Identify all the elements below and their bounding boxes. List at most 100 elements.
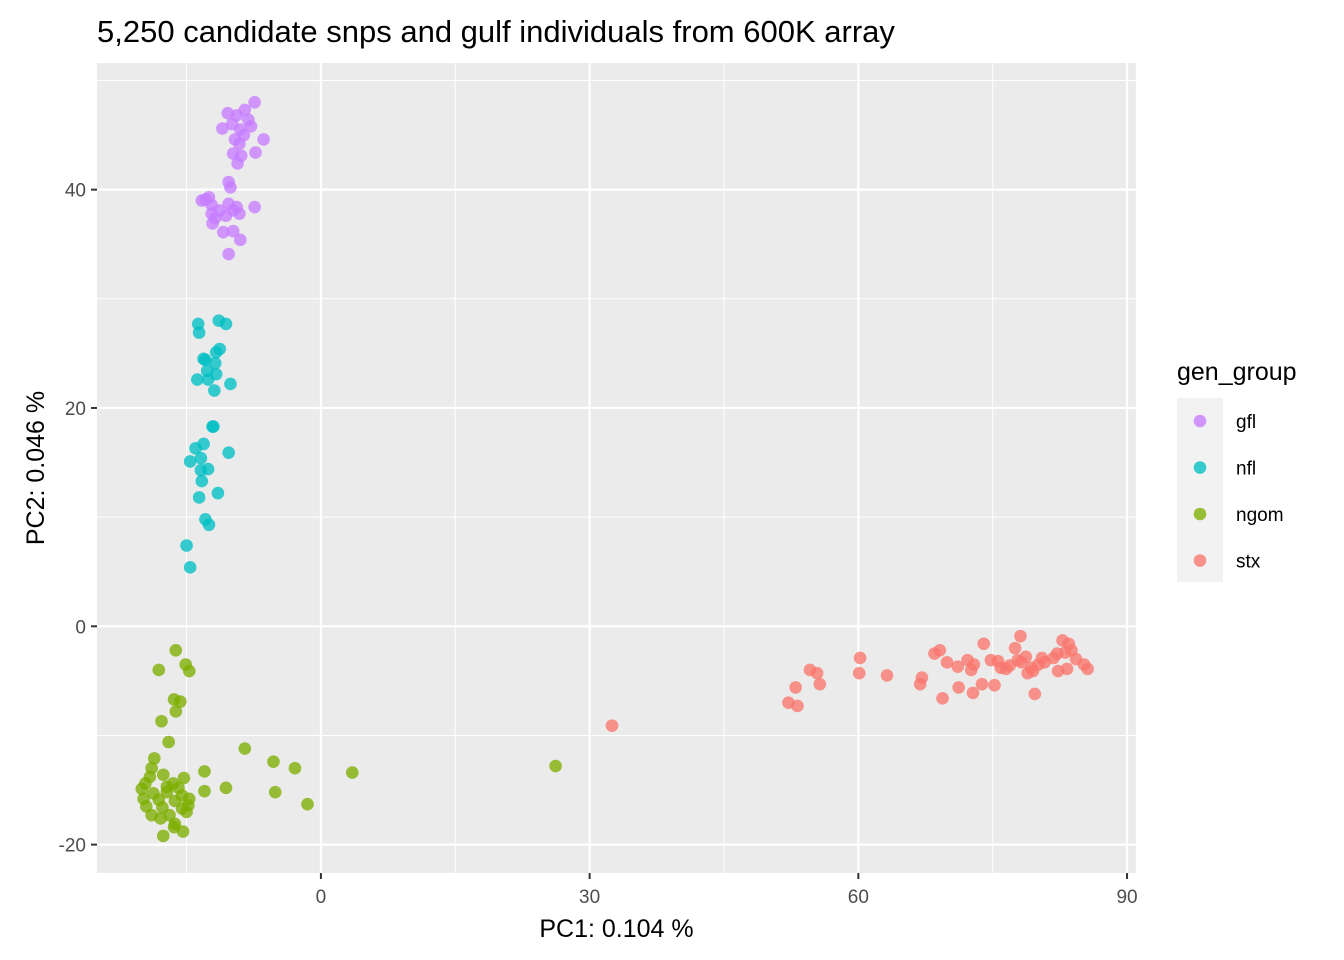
legend-label-nfl: nfl: [1236, 459, 1256, 480]
point-ngom: [162, 735, 175, 749]
point-ngom: [267, 755, 280, 768]
legend-title: gen_group: [1177, 358, 1297, 386]
y-axis-ticks: -20 0 20 40: [59, 181, 97, 857]
point-ngom: [549, 759, 562, 773]
point-nfl: [222, 446, 235, 460]
point-gfl: [219, 209, 233, 223]
minor-gridlines: [97, 63, 1136, 873]
point-gfl: [249, 146, 262, 159]
point-ngom: [156, 829, 170, 843]
series-stx: [605, 629, 1094, 732]
data-points: [135, 95, 1094, 843]
x-axis-title: PC1: 0.104 %: [539, 915, 693, 943]
point-gfl: [226, 224, 240, 238]
point-stx: [813, 677, 827, 691]
x-axis-ticks: 0 30 60 90: [316, 873, 1138, 908]
point-nfl: [192, 491, 206, 504]
point-stx: [951, 660, 965, 673]
point-nfl: [208, 384, 221, 397]
point-stx: [852, 666, 866, 680]
point-nfl: [202, 518, 216, 532]
point-gfl: [216, 225, 230, 239]
point-gfl: [233, 207, 246, 220]
point-nfl: [191, 373, 204, 386]
x-tick-label: 90: [1116, 887, 1137, 908]
point-gfl: [248, 95, 261, 109]
point-nfl: [206, 420, 219, 433]
point-ngom: [169, 644, 183, 657]
point-ngom: [182, 664, 196, 678]
point-gfl: [244, 120, 258, 133]
point-gfl: [248, 200, 261, 214]
point-gfl: [195, 194, 209, 207]
point-nfl: [219, 317, 233, 331]
major-gridlines: [97, 63, 1136, 873]
point-ngom: [219, 781, 233, 795]
legend-label-gfl: gfl: [1236, 412, 1256, 433]
point-stx: [789, 681, 802, 694]
point-gfl: [222, 247, 235, 261]
point-stx: [977, 637, 991, 651]
point-stx: [1008, 641, 1022, 655]
x-tick-label: 30: [579, 887, 600, 908]
point-nfl: [195, 474, 209, 488]
point-ngom: [135, 782, 149, 796]
y-tick-label: 20: [65, 399, 86, 420]
y-tick-label: 0: [75, 617, 86, 638]
y-tick-label: -20: [59, 836, 86, 857]
point-ngom: [198, 784, 211, 798]
point-ngom: [160, 785, 174, 799]
point-stx: [967, 658, 981, 671]
point-nfl: [211, 486, 225, 500]
point-stx: [975, 677, 989, 691]
point-nfl: [209, 345, 223, 359]
point-stx: [1019, 650, 1033, 664]
legend-key-nfl: [1193, 461, 1207, 474]
point-nfl: [224, 377, 237, 391]
point-ngom: [156, 768, 170, 782]
point-stx: [933, 644, 947, 657]
point-ngom: [198, 765, 211, 778]
point-gfl: [234, 233, 247, 247]
point-stx: [880, 669, 894, 682]
point-stx: [1060, 662, 1074, 676]
legend-key-gfl: [1193, 414, 1207, 428]
point-nfl: [183, 561, 197, 574]
point-ngom: [154, 812, 167, 825]
point-ngom: [301, 797, 314, 811]
point-gfl: [216, 122, 229, 135]
point-stx: [1028, 687, 1042, 701]
y-axis-title: PC2: 0.046 %: [22, 391, 50, 545]
legend-label-stx: stx: [1236, 552, 1261, 573]
point-nfl: [189, 442, 202, 455]
point-nfl: [180, 539, 193, 552]
point-stx: [791, 699, 804, 713]
point-stx: [1014, 629, 1027, 643]
point-ngom: [182, 799, 195, 812]
point-gfl: [231, 157, 244, 170]
point-nfl: [183, 455, 197, 468]
point-ngom: [155, 714, 168, 728]
point-nfl: [201, 373, 215, 386]
point-ngom: [169, 705, 183, 718]
point-ngom: [238, 742, 252, 755]
point-ngom: [173, 695, 187, 708]
point-gfl: [233, 137, 246, 151]
point-nfl: [194, 451, 208, 465]
point-stx: [966, 686, 980, 700]
point-gfl: [206, 217, 219, 230]
point-nfl: [192, 326, 206, 339]
point-ngom: [288, 761, 302, 775]
x-tick-label: 60: [848, 887, 869, 908]
x-tick-label: 0: [316, 887, 327, 908]
y-tick-label: 40: [65, 181, 86, 202]
plot-panel: [97, 63, 1136, 873]
point-ngom: [152, 663, 166, 677]
legend-key-ngom: [1193, 507, 1207, 521]
point-stx: [853, 651, 867, 665]
legend-key-stx: [1193, 554, 1207, 567]
point-stx: [1081, 662, 1094, 676]
point-ngom: [176, 825, 190, 838]
point-stx: [936, 692, 949, 705]
point-stx: [810, 666, 824, 680]
